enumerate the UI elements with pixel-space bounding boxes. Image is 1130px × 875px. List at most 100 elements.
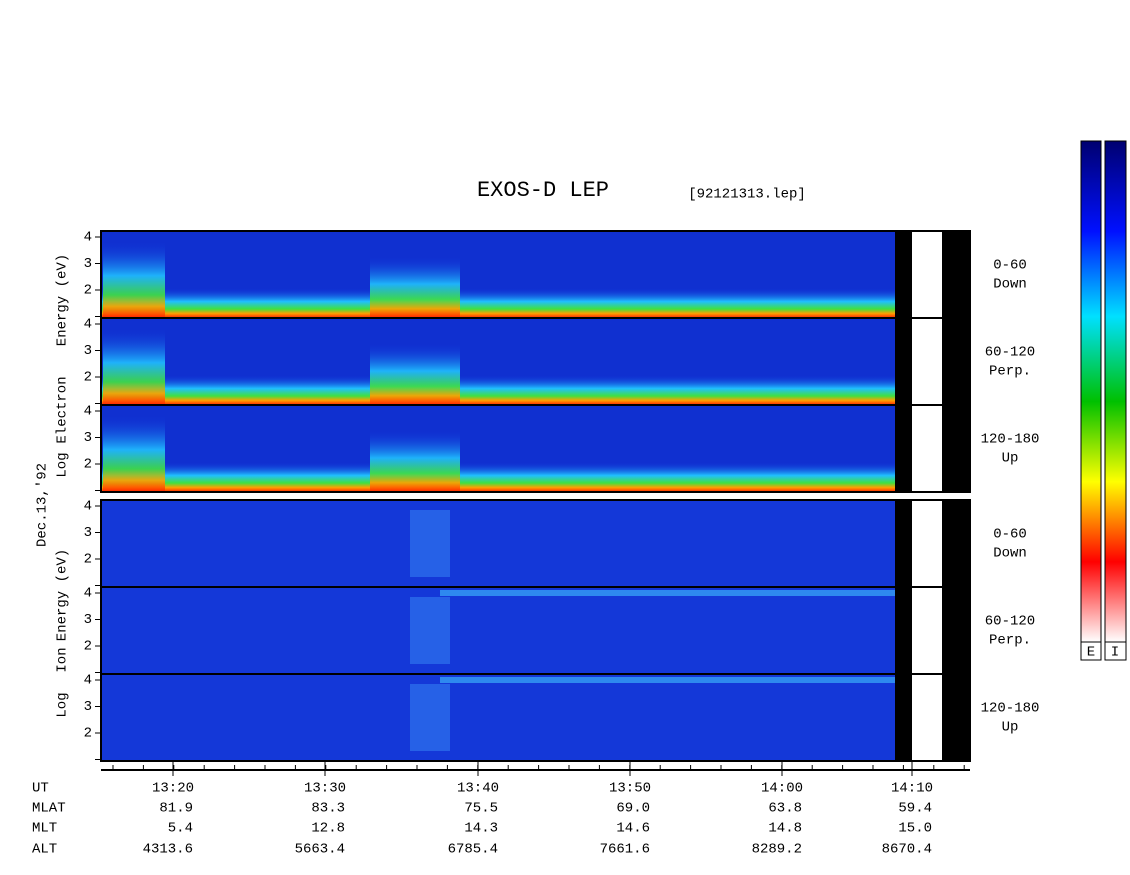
electron-burst [370, 430, 460, 492]
panel-range: 60-120 [985, 614, 1035, 630]
row-value: 63.8 [768, 801, 802, 817]
row-value: 81.9 [159, 801, 193, 817]
row-value: 5663.4 [295, 842, 345, 858]
y-tick-label: 4 [84, 317, 92, 333]
panel-direction: Down [993, 277, 1027, 293]
y-tick-label: 3 [84, 256, 92, 272]
y-tick-label: 4 [84, 230, 92, 246]
y-tick-label: 4 [84, 499, 92, 515]
axis-label: Energy (eV) [55, 254, 71, 346]
colorbar [1080, 140, 1102, 643]
row-value: 13:40 [457, 781, 499, 797]
axis-label: Ion [55, 647, 71, 672]
panel-direction: Up [1002, 451, 1019, 467]
ion-line [440, 590, 895, 596]
row-label: MLT [32, 821, 57, 837]
y-tick-label: 3 [84, 430, 92, 446]
row-value: 75.5 [464, 801, 498, 817]
panel-direction: Perp. [989, 364, 1031, 380]
time-axis-labels: UT 13:20 13:30 13:40 13:50 14:00 14:10 MLAT 81.9… [32, 762, 965, 858]
ion-streak [410, 597, 450, 664]
axis-label: Electron [55, 376, 71, 443]
y-tick-label: 3 [84, 612, 92, 628]
panel-direction: Perp. [989, 633, 1031, 649]
row-value: 6785.4 [448, 842, 498, 858]
row-value: 59.4 [898, 801, 932, 817]
instrument-gap [942, 500, 970, 761]
electron-burst [370, 343, 460, 405]
row-value: 12.8 [311, 821, 345, 837]
row-value: 8289.2 [752, 842, 802, 858]
ion-line [440, 677, 895, 683]
y-tick-label: 2 [84, 283, 92, 299]
row-value: 14:00 [761, 781, 803, 797]
axis-label: Log [55, 452, 71, 477]
panel-range: 0-60 [993, 258, 1027, 274]
electron-burst [103, 241, 165, 318]
panel-direction: Up [1002, 720, 1019, 736]
colorbar-label-box [1080, 641, 1102, 661]
spectrogram [101, 500, 895, 761]
y-tick-label: 2 [84, 457, 92, 473]
instrument-gap [942, 231, 970, 492]
date: Dec.13,'92 [35, 463, 51, 547]
row-label: ALT [32, 842, 57, 858]
y-tick-label: 2 [84, 370, 92, 386]
row-value: 13:50 [609, 781, 651, 797]
panel-range: 120-180 [981, 701, 1040, 717]
instrument-gap [912, 500, 942, 761]
file-name: [92121313.lep] [688, 187, 806, 203]
row-label: UT [32, 781, 49, 797]
panel-range: 120-180 [981, 432, 1040, 448]
electron-band [101, 462, 895, 492]
y-tick-label: 2 [84, 639, 92, 655]
row-value: 4313.6 [143, 842, 193, 858]
row-label: MLAT [32, 801, 66, 817]
instrument-gap [895, 231, 912, 492]
panel-frame [100, 404, 971, 493]
title: EXOS-D LEP [477, 178, 609, 203]
axis-label: Energy (eV) [55, 549, 71, 641]
row-value: 13:20 [152, 781, 194, 797]
instrument-gap [895, 500, 912, 761]
y-tick-label: 4 [84, 586, 92, 602]
electron-burst [103, 415, 165, 492]
row-value: 69.0 [616, 801, 650, 817]
panel-direction: Down [993, 546, 1027, 562]
electron-burst [103, 328, 165, 405]
electron-burst [370, 256, 460, 318]
row-value: 14.6 [616, 821, 650, 837]
y-tick-label: 3 [84, 699, 92, 715]
ion-streak [410, 684, 450, 751]
panels: Log Electron Energy (eV) 2 3 4 0-60 Down 2 3 4 60-1… [55, 230, 1040, 762]
row-value: 15.0 [898, 821, 932, 837]
ion-streak [410, 510, 450, 577]
y-tick-label: 3 [84, 343, 92, 359]
y-tick-label: 3 [84, 525, 92, 541]
row-value: 83.3 [311, 801, 345, 817]
spectrogram [101, 231, 895, 492]
instrument-gap [912, 231, 942, 492]
y-tick-label: 2 [84, 726, 92, 742]
row-value: 8670.4 [882, 842, 932, 858]
y-tick-label: 2 [84, 552, 92, 568]
electron-band [101, 375, 895, 405]
panel-frame [100, 673, 971, 762]
y-tick-label: 4 [84, 673, 92, 689]
row-value: 14:10 [891, 781, 933, 797]
colorbar-label-box [1104, 641, 1127, 661]
row-value: 13:30 [304, 781, 346, 797]
row-value: 14.3 [464, 821, 498, 837]
row-value: 14.8 [768, 821, 802, 837]
colorbar [1104, 140, 1127, 643]
panel-range: 60-120 [985, 345, 1035, 361]
row-value: 7661.6 [600, 842, 650, 858]
y-tick-label: 4 [84, 404, 92, 420]
electron-band [101, 288, 895, 318]
colorbar-label: I [1111, 645, 1119, 661]
colorbar-label: E [1087, 645, 1095, 661]
axis-label: Log [55, 692, 71, 717]
panel-range: 0-60 [993, 527, 1027, 543]
row-value: 5.4 [168, 821, 193, 837]
